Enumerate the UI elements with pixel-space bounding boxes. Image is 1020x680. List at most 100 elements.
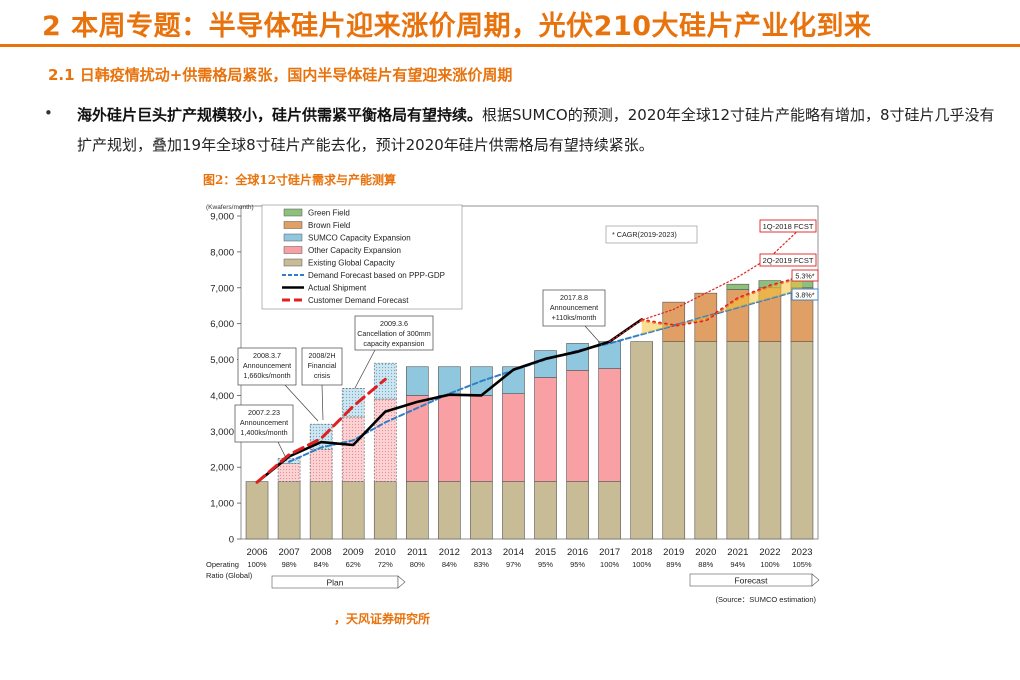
fcst2-box <box>759 253 817 267</box>
annotation-2007-text: Announcement <box>240 418 288 427</box>
chart-axes: (Kwafers/month) 0 1,000 2,000 3,000 4,000 5,00… <box>206 204 819 580</box>
bar-segment <box>598 481 621 540</box>
annotation-crisis-text: 2008/2H <box>308 351 335 360</box>
y-tick-label: 8,000 <box>210 247 234 258</box>
bar-segment <box>341 416 365 482</box>
annotation-2009-text: 2009.3.6 <box>380 319 408 328</box>
body-bold-lead: 海外硅片巨头扩产规模较小，硅片供需紧平衡格局有望持续。 <box>77 106 483 124</box>
page-title: 2 本周专题：半导体硅片迎来涨价周期，光伏210大硅片产业化到来 <box>42 11 872 42</box>
annotation-2017-text: Announcement <box>550 303 598 312</box>
chart-annotations: 2007.2.23Announcement1,400ks/month2008.3… <box>234 219 820 604</box>
bar-segment <box>662 341 686 540</box>
x-tick-label: 2018 <box>631 547 652 558</box>
annotation-2017-leader <box>584 325 603 346</box>
figure-source: ，天风证券研究所 <box>334 612 431 626</box>
operating-ratio-label: 100% <box>247 560 267 569</box>
bar-segment <box>438 395 461 482</box>
operating-ratio-label: 83% <box>474 560 489 569</box>
legend-label: Actual Shipment <box>308 284 367 293</box>
operating-ratio-label: 72% <box>378 560 393 569</box>
legend-label: Brown Field <box>308 221 350 230</box>
x-tick-label: 2011 <box>407 547 427 558</box>
cagr-box <box>605 225 698 244</box>
bar-segment <box>438 481 461 540</box>
bar-segment <box>790 341 814 540</box>
bar-stacks <box>245 278 814 540</box>
bar-segment <box>373 481 397 540</box>
pct1-box <box>791 269 819 282</box>
y-tick-label: 4,000 <box>210 391 234 402</box>
bar-segment <box>341 481 365 540</box>
fcst2-text: 2Q-2019 FCST <box>763 256 814 265</box>
operating-ratio-label: 84% <box>314 560 329 569</box>
x-tick-label: 2021 <box>727 547 748 558</box>
figure-title: 图2：全球12寸硅片需求与产能测算 <box>203 173 397 187</box>
operating-ratio-label: 105% <box>792 560 812 569</box>
y-unit-label: (Kwafers/month) <box>206 204 254 211</box>
legend-swatch <box>283 233 303 242</box>
annotation-crisis-leader <box>321 384 324 421</box>
y-tick-label: 6,000 <box>210 319 234 330</box>
bar-segment <box>662 301 686 342</box>
forecast-label: Forecast <box>734 576 768 586</box>
annotation-2007-text: 2007.2.23 <box>248 408 280 417</box>
series-line <box>640 275 804 327</box>
annotation-crisis-text: crisis <box>314 371 331 380</box>
bar-segment <box>534 481 557 540</box>
bar-segment <box>566 343 589 371</box>
operating-ratio-label: 98% <box>282 560 297 569</box>
y-tick-label: 2,000 <box>210 463 234 474</box>
bar-segment <box>534 377 557 482</box>
annotation-2007-text: 1,400ks/month <box>240 428 287 437</box>
x-tick-label: 2007 <box>279 547 300 558</box>
legend-label: Demand Forecast based on PPP-GDP <box>308 271 445 280</box>
bar-segment <box>502 393 525 482</box>
operating-ratio-label: 84% <box>442 560 457 569</box>
x-tick-label: 2023 <box>791 547 812 558</box>
annotation-2017-box <box>542 289 606 327</box>
chart-source-note: (Source：SUMCO estimation) <box>716 595 817 604</box>
x-tick-label: 2019 <box>663 547 684 558</box>
legend-label: SUMCO Capacity Expansion <box>308 234 411 243</box>
bullet-marker: • <box>44 104 53 122</box>
fcst1-text: 1Q-2018 FCST <box>763 222 814 231</box>
y-tick-label: 9,000 <box>210 212 234 223</box>
x-tick-label: 2016 <box>567 547 588 558</box>
pct2-box <box>791 288 819 301</box>
x-tick-label: 2013 <box>471 547 492 558</box>
bar-segment <box>566 370 589 482</box>
x-tick-label: 2010 <box>375 547 396 558</box>
bar-segment <box>598 368 621 482</box>
bar-segment <box>277 463 301 482</box>
operating-ratio-label: 95% <box>538 560 553 569</box>
x-tick-label: 2012 <box>439 547 460 558</box>
bar-segment <box>309 481 333 540</box>
legend-swatch <box>283 246 303 254</box>
bar-segment <box>566 481 589 540</box>
body-paragraph: 海外硅片巨头扩产规模较小，硅片供需紧平衡格局有望持续。根据SUMCO的预测，20… <box>77 100 1007 160</box>
operating-ratio-label: 62% <box>346 560 361 569</box>
annotation-2007-leader <box>277 441 287 459</box>
operating-ratio-label: 95% <box>570 560 585 569</box>
annotation-2008-leader <box>284 384 319 422</box>
bar-segment <box>758 341 782 540</box>
bar-segment <box>438 366 461 396</box>
x-tick-label: 2014 <box>503 547 524 558</box>
plan-label: Plan <box>326 578 343 588</box>
y-tick-label: 0 <box>229 535 234 546</box>
annotation-2008-box <box>237 347 297 386</box>
x-tick-label: 2008 <box>311 547 332 558</box>
series-line <box>255 318 643 484</box>
body-text: 根据SUMCO的预测，2020年全球12寸硅片产能略有增加，8寸硅片几乎没有扩产… <box>77 106 995 154</box>
operating-ratio-label: 80% <box>410 560 425 569</box>
bar-segment <box>309 448 333 482</box>
annotation-2017-text: 2017.8.8 <box>560 293 588 302</box>
annotation-2009-text: Cancellation of 300mm <box>357 329 431 338</box>
x-tick-label: 2017 <box>599 547 620 558</box>
legend-swatch <box>283 258 303 267</box>
annotation-2008-text: 2008.3.7 <box>253 351 281 360</box>
bar-segment <box>726 283 750 290</box>
bar-segment <box>277 481 301 540</box>
operating-ratio-label: 89% <box>666 560 681 569</box>
